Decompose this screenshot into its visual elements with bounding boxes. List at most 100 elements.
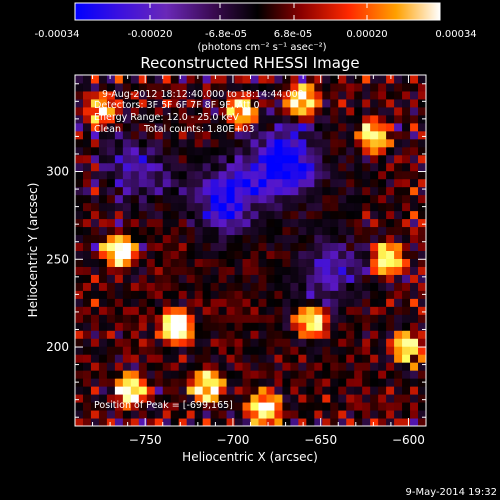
heatmap-cell: [394, 330, 403, 339]
heatmap-cell: [114, 154, 124, 164]
heatmap-cell: [242, 370, 251, 379]
heatmap-cell: [218, 82, 228, 92]
heatmap-cell: [386, 258, 395, 267]
heatmap-cell: [250, 114, 259, 124]
heatmap-cell: [90, 234, 100, 244]
heatmap-cell: [378, 354, 387, 363]
heatmap-cell: [362, 266, 371, 275]
heatmap-cell: [90, 354, 100, 363]
heatmap-cell: [218, 162, 228, 172]
heatmap-cell: [322, 338, 331, 347]
heatmap-cell: [106, 394, 116, 403]
heatmap-cell: [410, 282, 419, 291]
heatmap-cell: [170, 346, 180, 355]
heatmap-cell: [178, 386, 188, 395]
heatmap-cell: [346, 178, 355, 188]
heatmap-cell: [402, 282, 411, 291]
heatmap-cell: [258, 274, 267, 283]
heatmap-cell: [322, 130, 331, 140]
heatmap-cell: [402, 170, 411, 180]
heatmap-cell: [130, 178, 140, 188]
heatmap-cell: [330, 346, 339, 355]
heatmap-cell: [178, 306, 188, 315]
heatmap-cell: [234, 274, 244, 283]
heatmap-cell: [314, 314, 323, 323]
colorbar-tick-label: 0.00034: [435, 29, 476, 40]
heatmap-cell: [82, 258, 92, 267]
heatmap-cell: [274, 114, 283, 124]
heatmap-cell: [202, 122, 212, 132]
heatmap-cell: [370, 322, 379, 331]
heatmap-cell: [258, 410, 267, 419]
heatmap-cell: [370, 330, 379, 339]
heatmap-cell: [90, 330, 100, 339]
heatmap-cell: [362, 346, 371, 355]
heatmap-cell: [250, 282, 259, 291]
heatmap-cell: [386, 178, 395, 188]
heatmap-cell: [402, 242, 411, 251]
heatmap-cell: [154, 90, 164, 100]
heatmap-cell: [378, 306, 387, 315]
heatmap-cell: [106, 146, 116, 156]
heatmap-cell: [306, 194, 315, 204]
heatmap-cell: [298, 218, 307, 228]
heatmap-cell: [402, 274, 411, 283]
heatmap-cell: [106, 90, 116, 100]
heatmap-cell: [354, 402, 363, 411]
heatmap-cell: [354, 322, 363, 331]
heatmap-cell: [418, 226, 426, 236]
heatmap-cell: [242, 402, 251, 411]
heatmap-cell: [210, 234, 220, 244]
heatmap-cell: [354, 226, 363, 236]
heatmap-cell: [290, 266, 299, 275]
heatmap-cell: [290, 218, 299, 228]
heatmap-cell: [402, 202, 411, 212]
heatmap-cell: [146, 194, 156, 204]
chart-title: Reconstructed RHESSI Image: [140, 54, 359, 72]
heatmap-cell: [186, 75, 196, 84]
heatmap-cell: [362, 250, 371, 259]
heatmap-cell: [330, 90, 339, 100]
heatmap-cell: [354, 330, 363, 339]
heatmap-cell: [138, 362, 148, 371]
heatmap-cell: [90, 98, 100, 108]
heatmap-cell: [322, 274, 331, 283]
heatmap-cell: [98, 82, 108, 92]
heatmap-cell: [314, 242, 323, 251]
heatmap-cell: [338, 90, 347, 100]
heatmap-cell: [410, 354, 419, 363]
heatmap-cell: [402, 178, 411, 188]
heatmap-cell: [346, 410, 355, 419]
heatmap-cell: [146, 386, 156, 395]
heatmap-cell: [258, 394, 267, 403]
heatmap-cell: [162, 90, 172, 100]
heatmap-cell: [154, 250, 164, 259]
heatmap-cell: [306, 362, 315, 371]
heatmap-cell: [138, 410, 148, 419]
heatmap-cell: [410, 250, 419, 259]
heatmap-cell: [330, 218, 339, 228]
heatmap-cell: [274, 122, 283, 132]
heatmap-cell: [202, 82, 212, 92]
heatmap-cell: [290, 386, 299, 395]
heatmap-cell: [346, 354, 355, 363]
heatmap-cell: [418, 146, 426, 156]
heatmap-cell: [394, 75, 403, 84]
heatmap-cell: [106, 378, 116, 387]
y-axis-label: Heliocentric Y (arcsec): [26, 183, 40, 318]
heatmap-cell: [114, 402, 124, 411]
heatmap-cell: [386, 410, 395, 419]
heatmap-cell: [210, 274, 220, 283]
heatmap-cell: [362, 202, 371, 212]
heatmap-cell: [250, 75, 259, 84]
heatmap-cell: [266, 386, 275, 395]
heatmap-cell: [298, 266, 307, 275]
heatmap-cell: [154, 282, 164, 291]
heatmap-cell: [274, 178, 283, 188]
heatmap-cell: [314, 154, 323, 164]
heatmap-cell: [370, 146, 379, 156]
heatmap-cell: [242, 418, 251, 426]
heatmap-cell: [338, 250, 347, 259]
heatmap-cell: [338, 98, 347, 108]
heatmap-cell: [402, 362, 411, 371]
